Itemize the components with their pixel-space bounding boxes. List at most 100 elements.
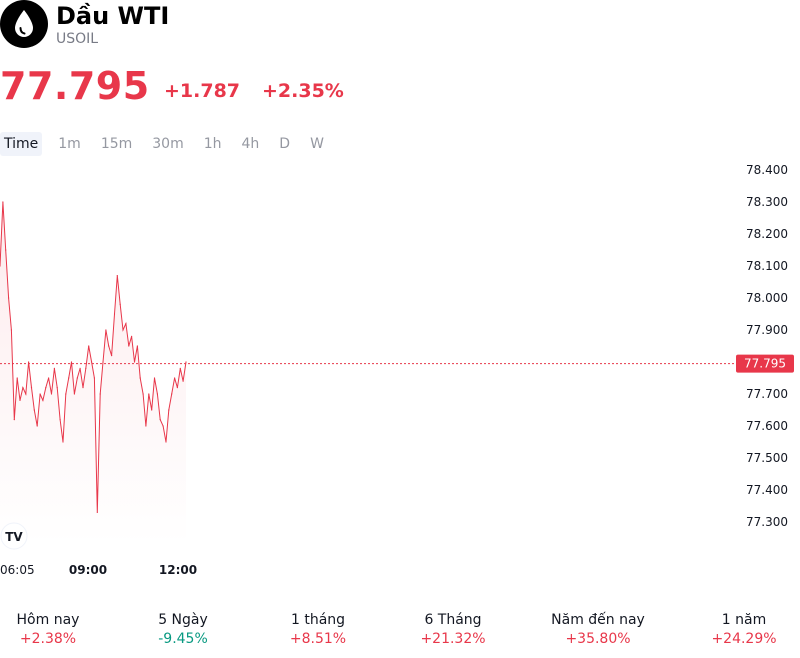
y-tick-label: 77.600 [746, 419, 788, 433]
data-point [36, 425, 38, 427]
data-point [59, 419, 61, 421]
y-tick-label: 77.300 [746, 515, 788, 529]
current-price-label: 77.795 [744, 357, 786, 371]
data-point [145, 425, 147, 427]
y-tick-label: 77.700 [746, 387, 788, 401]
interval-selector: Time 1m 15m 30m 1h 4h D W [0, 132, 334, 156]
data-point [159, 419, 161, 421]
data-point [73, 393, 75, 395]
interval-tab-d[interactable]: D [279, 136, 291, 152]
data-point [142, 393, 144, 395]
price-area [0, 202, 186, 545]
data-point [70, 361, 73, 363]
data-point [62, 441, 64, 443]
symbol-ticker: USOIL [56, 31, 99, 47]
data-point [5, 249, 7, 251]
data-point [56, 387, 58, 389]
data-point [179, 367, 181, 369]
data-point [139, 377, 141, 379]
data-point [19, 399, 21, 401]
data-point [8, 297, 10, 299]
tradingview-logo[interactable]: TV [0, 522, 28, 550]
interval-tab-1m[interactable]: 1m [58, 136, 81, 152]
performance-periods: Hôm nay +2.38% 5 Ngày -9.45% 1 tháng +8.… [0, 610, 800, 650]
y-tick-label: 78.400 [746, 163, 788, 177]
data-point [102, 361, 104, 363]
data-point [76, 377, 78, 379]
y-tick-label: 77.900 [746, 323, 788, 337]
period-value: +21.32% [420, 631, 486, 647]
data-point [25, 393, 27, 395]
period-ytd[interactable]: Năm đến nay +35.80% [538, 610, 658, 648]
data-point [133, 361, 136, 363]
data-point [2, 201, 4, 203]
data-point [113, 313, 116, 315]
svg-text:TV: TV [5, 530, 23, 544]
price-line [0, 201, 187, 513]
x-tick-label: 06:05 [0, 563, 35, 577]
data-point [28, 361, 30, 363]
quote-panel: 77.795 +1.787 +2.35% [0, 62, 800, 112]
period-1-year[interactable]: 1 năm +24.29% [684, 610, 800, 648]
data-point [125, 323, 127, 325]
data-point [45, 387, 47, 389]
data-point [165, 441, 167, 443]
data-point [136, 345, 138, 347]
data-point [176, 387, 178, 389]
data-point [50, 393, 53, 395]
data-point [93, 377, 95, 379]
data-point [68, 377, 70, 379]
data-point [111, 355, 113, 357]
data-point [162, 425, 164, 427]
oil-drop-icon [0, 0, 48, 48]
current-price-badge [736, 354, 794, 373]
period-today[interactable]: Hôm nay +2.38% [0, 610, 108, 648]
y-axis: 78.40078.30078.20078.10078.00077.90077.8… [746, 163, 788, 529]
data-point [48, 377, 50, 379]
data-point [82, 387, 84, 389]
data-point [168, 409, 170, 411]
y-tick-label: 77.500 [746, 451, 788, 465]
period-value: +24.29% [711, 631, 777, 647]
data-point [91, 361, 93, 363]
period-label: Hôm nay [16, 612, 80, 628]
interval-tab-w[interactable]: W [310, 136, 324, 152]
period-label: 6 Tháng [424, 612, 482, 628]
data-point [156, 393, 158, 395]
data-point [96, 511, 98, 513]
interval-tab-15m[interactable]: 15m [100, 136, 133, 152]
data-point [42, 399, 44, 401]
period-5-days[interactable]: 5 Ngày -9.45% [123, 610, 243, 648]
data-point [30, 387, 33, 389]
data-point [33, 409, 35, 411]
period-value: -9.45% [158, 631, 208, 647]
x-tick-label: 09:00 [69, 563, 107, 577]
x-tick-label: 12:00 [159, 563, 197, 577]
interval-tab-time[interactable]: Time [0, 132, 43, 156]
price-change: +1.787 [164, 80, 241, 102]
period-label: 1 tháng [290, 612, 346, 628]
interval-tab-30m[interactable]: 30m [152, 136, 184, 152]
y-tick-label: 78.200 [746, 227, 788, 241]
last-price: 77.795 [0, 64, 150, 108]
data-point [116, 275, 118, 277]
data-point [39, 393, 41, 395]
data-point [151, 409, 153, 411]
interval-tab-1h[interactable]: 1h [203, 136, 222, 152]
data-point [185, 361, 187, 363]
data-point [182, 380, 184, 382]
price-chart[interactable]: 78.40078.30078.20078.10078.00077.90077.8… [0, 160, 800, 590]
data-point [88, 345, 90, 347]
period-label: 1 năm [721, 612, 767, 628]
data-point [65, 393, 67, 395]
period-6-months[interactable]: 6 Tháng +21.32% [393, 610, 513, 648]
period-label: Năm đến nay [551, 612, 645, 628]
interval-tab-4h[interactable]: 4h [241, 136, 260, 152]
period-label: 5 Ngày [158, 612, 208, 628]
symbol-title: Dầu WTI [56, 2, 170, 30]
period-1-month[interactable]: 1 tháng +8.51% [258, 610, 378, 648]
data-point [22, 387, 24, 389]
y-tick-label: 77.400 [746, 483, 788, 497]
data-point [79, 367, 81, 369]
data-point [122, 329, 124, 331]
